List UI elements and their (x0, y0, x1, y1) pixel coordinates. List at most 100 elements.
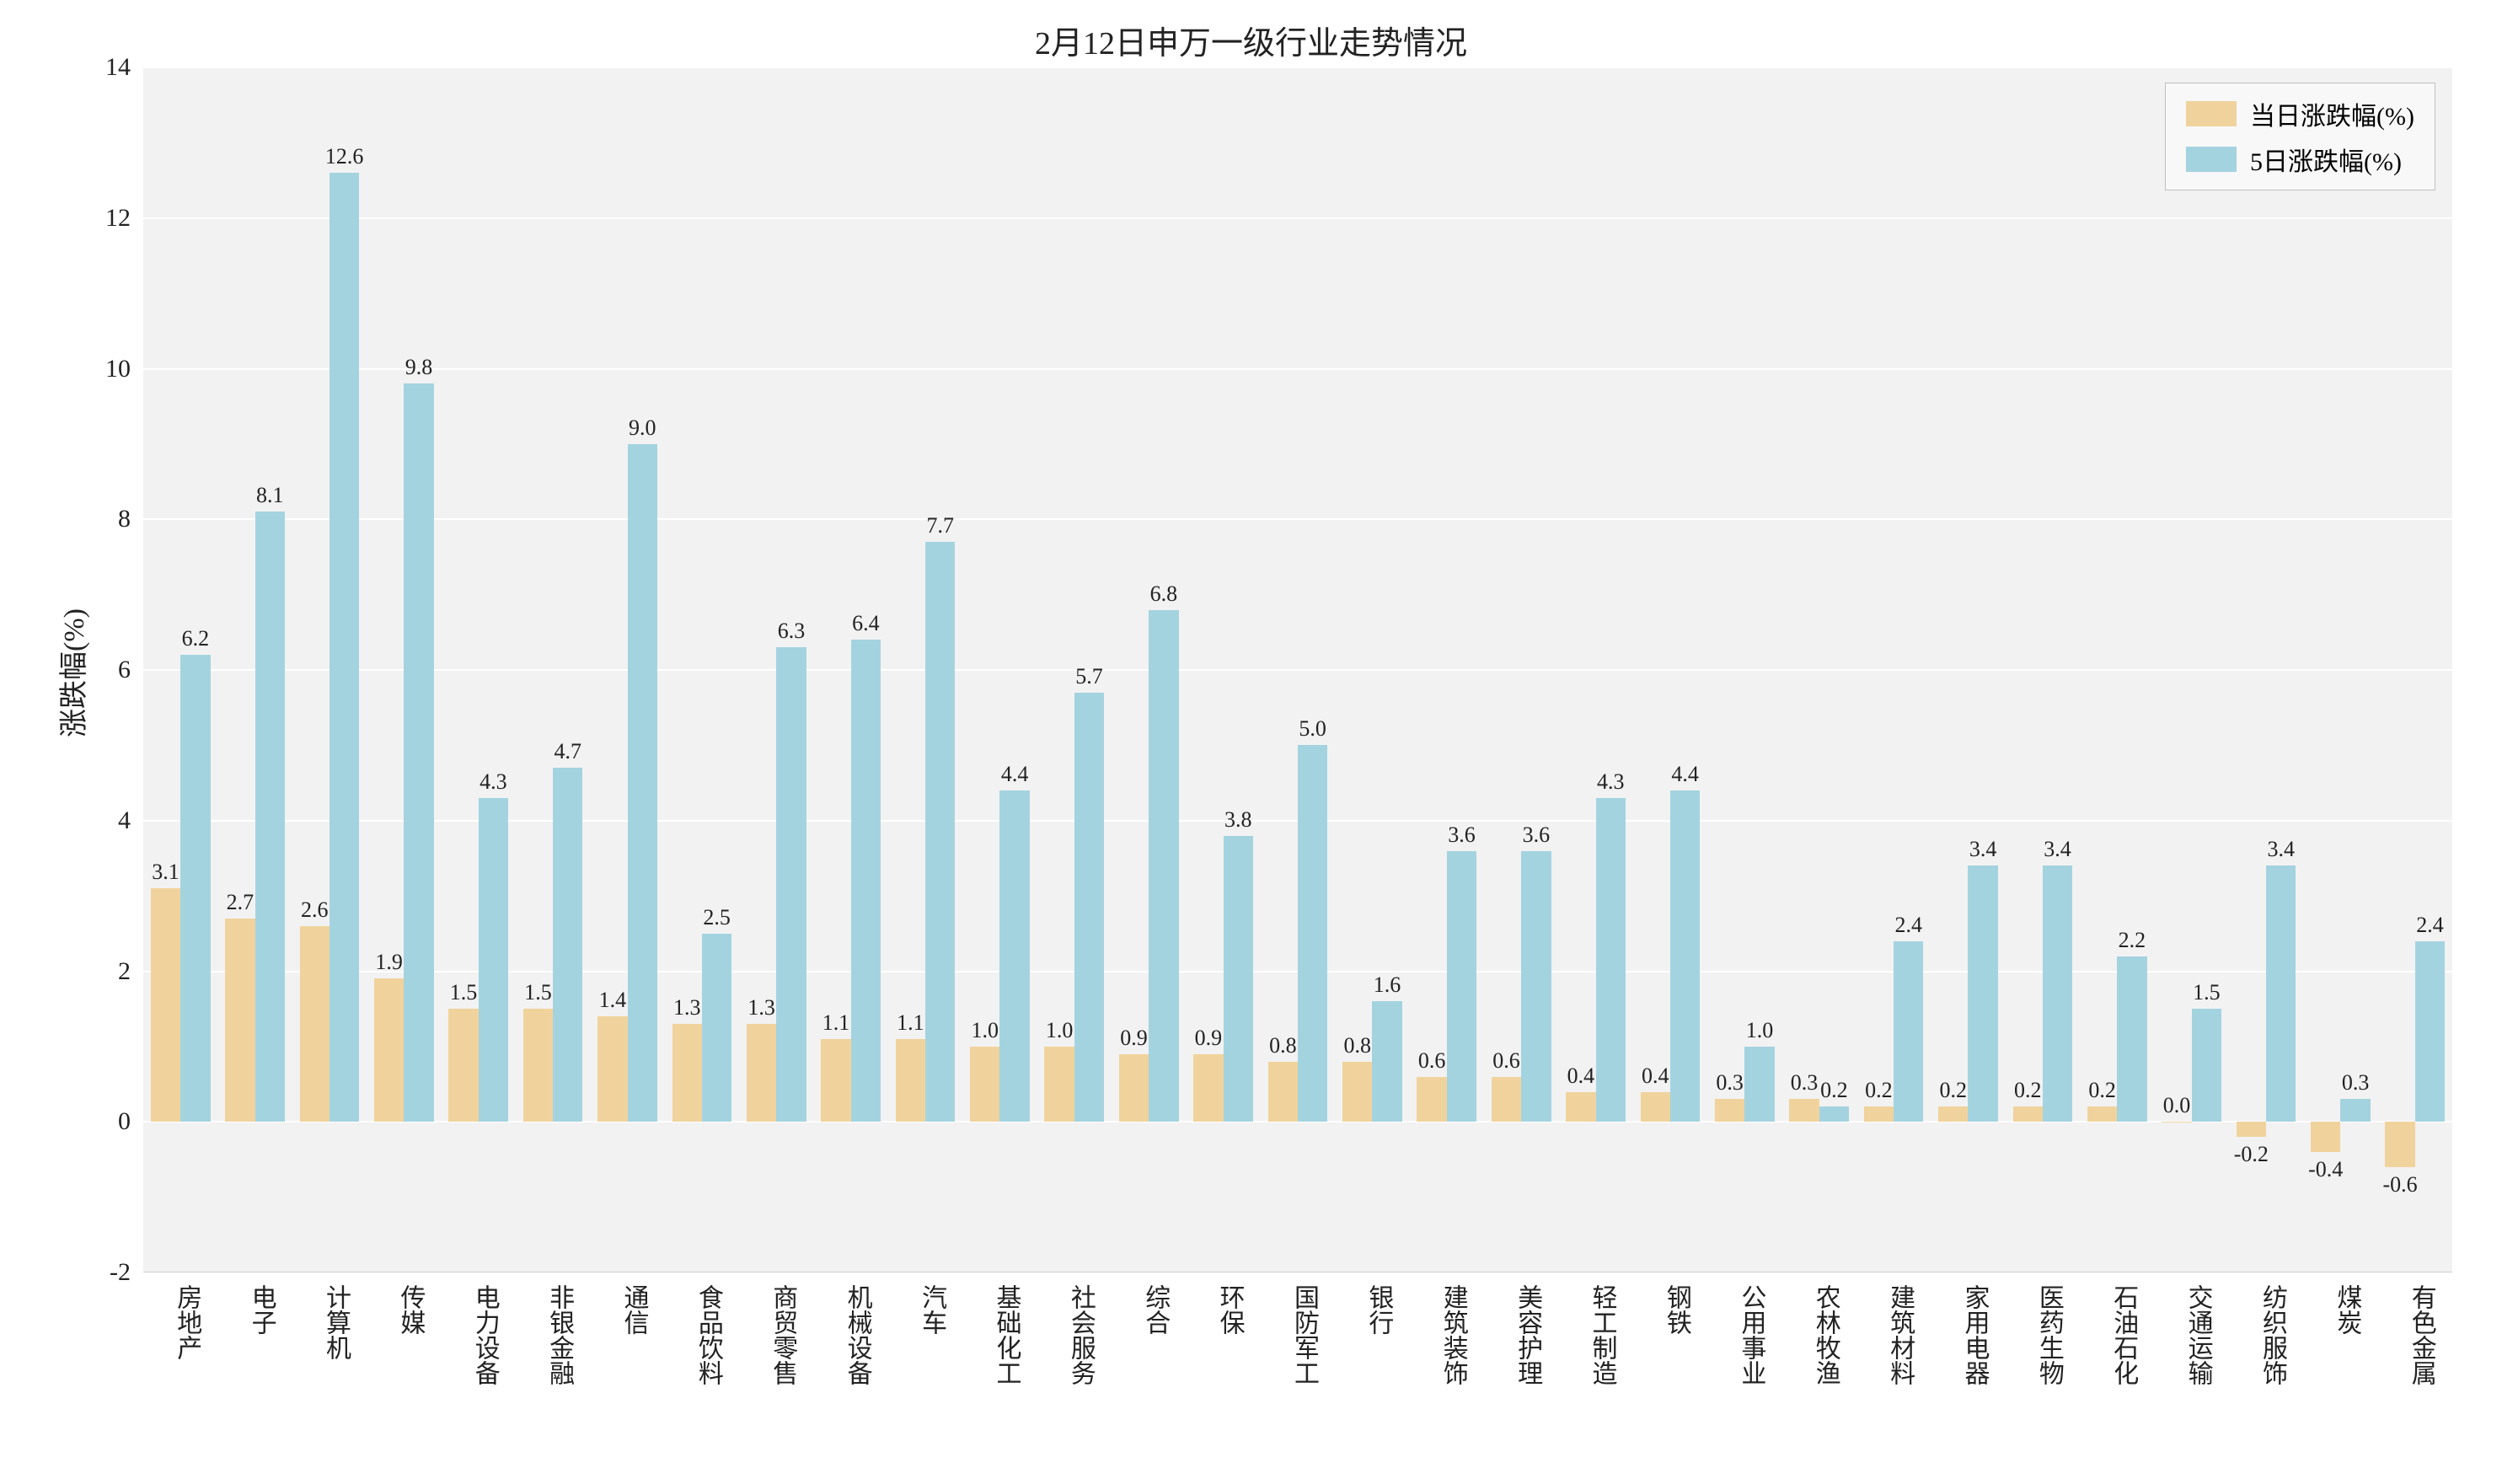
bar-value-label: 7.7 (913, 513, 967, 538)
bar-daily (896, 1039, 925, 1122)
bar-value-label: -0.6 (2372, 1172, 2427, 1197)
x-tick-label: 电力设备 (466, 1284, 503, 1385)
bar-5day (1968, 865, 1997, 1122)
y-tick-label: 6 (84, 656, 131, 684)
x-tick-label: 基础化工 (987, 1284, 1024, 1385)
bar-daily (2311, 1122, 2340, 1152)
bar-value-label: 8.1 (243, 483, 297, 508)
y-tick-label: 2 (84, 957, 131, 986)
bar-value-label: 2.5 (689, 905, 744, 930)
legend-item-daily: 当日涨跌幅(%) (2186, 95, 2414, 132)
bar-5day (1372, 1001, 1401, 1122)
bar-daily (2087, 1106, 2117, 1122)
bar-5day (255, 512, 285, 1122)
bar-value-label: 3.4 (1955, 837, 2010, 862)
bar-daily (597, 1016, 627, 1122)
bar-5day (329, 173, 359, 1122)
bar-value-label: 2.2 (2104, 928, 2159, 953)
bar-5day (1224, 836, 1253, 1122)
bar-value-label: 5.0 (1285, 716, 1340, 742)
bar-value-label: 1.5 (2179, 980, 2234, 1005)
bar-value-label: 2.4 (2403, 913, 2457, 938)
bar-value-label: 3.8 (1211, 807, 1266, 833)
bar-value-label: 6.3 (763, 619, 818, 644)
bar-5day (1670, 790, 1700, 1122)
legend: 当日涨跌幅(%) 5日涨跌幅(%) (2165, 83, 2435, 190)
bar-5day (180, 655, 210, 1122)
chart-container: 2月12日申万一级行业走势情况 3.16.22.78.12.612.61.99.… (0, 0, 2502, 1484)
x-tick-label: 国防军工 (1285, 1284, 1322, 1385)
legend-label-5day: 5日涨跌幅(%) (2250, 141, 2402, 178)
x-tick-label: 计算机 (317, 1284, 354, 1360)
bar-daily (448, 1009, 478, 1122)
bar-daily (672, 1024, 702, 1122)
bar-daily (1864, 1106, 1894, 1122)
gridline (143, 368, 2452, 370)
bar-value-label: 0.3 (2328, 1070, 2382, 1096)
gridline (143, 669, 2452, 671)
bar-value-label: 9.8 (391, 355, 446, 380)
bar-value-label: 12.6 (317, 144, 372, 169)
bar-value-label: 4.3 (466, 769, 521, 795)
legend-label-daily: 当日涨跌幅(%) (2250, 95, 2414, 132)
bar-5day (1074, 693, 1104, 1122)
bar-5day (1521, 851, 1551, 1122)
bar-5day (2415, 941, 2445, 1122)
x-tick-label: 社会服务 (1062, 1284, 1099, 1385)
x-tick-label: 综合 (1136, 1284, 1173, 1335)
x-tick-label: 建筑材料 (1881, 1284, 1918, 1385)
bar-5day (999, 790, 1029, 1122)
x-tick-label: 银行 (1359, 1284, 1396, 1335)
legend-swatch-5day (2186, 147, 2237, 172)
x-tick-label: 有色金属 (2403, 1284, 2440, 1385)
chart-title: 2月12日申万一级行业走势情况 (0, 17, 2502, 63)
bar-value-label: 2.4 (1881, 913, 1936, 938)
bar-daily (1044, 1047, 1074, 1122)
bar-5day (2340, 1099, 2370, 1122)
bar-value-label: 4.7 (540, 739, 595, 764)
bar-5day (1744, 1047, 1774, 1122)
bar-daily (1641, 1092, 1670, 1122)
x-tick-label: 传媒 (391, 1284, 428, 1335)
bar-daily (2385, 1122, 2414, 1167)
x-tick-label: 商贸零售 (763, 1284, 801, 1385)
bar-daily (1342, 1062, 1372, 1122)
bar-daily (1566, 1092, 1595, 1122)
x-tick-label: 农林牧渔 (1807, 1284, 1844, 1385)
bar-5day (1447, 851, 1476, 1122)
y-tick-label: 4 (84, 806, 131, 835)
y-tick-label: 14 (84, 53, 131, 82)
bar-value-label: -0.4 (2298, 1157, 2353, 1182)
bar-5day (925, 542, 955, 1122)
plot-area: 3.16.22.78.12.612.61.99.81.54.31.54.71.4… (143, 67, 2452, 1272)
y-tick-label: 10 (84, 355, 131, 383)
bar-5day (1298, 745, 1327, 1122)
bar-value-label: 9.0 (615, 415, 670, 441)
bar-5day (553, 768, 582, 1122)
bar-5day (2043, 865, 2072, 1122)
bar-value-label: 3.6 (1434, 822, 1489, 848)
gridline (143, 217, 2452, 219)
bar-5day (702, 934, 731, 1122)
legend-item-5day: 5日涨跌幅(%) (2186, 141, 2414, 178)
bar-5day (2266, 865, 2296, 1122)
x-tick-label: 非银金融 (540, 1284, 577, 1385)
x-tick-label: 石油石化 (2104, 1284, 2141, 1385)
bar-value-label: 6.2 (168, 626, 222, 651)
bar-value-label: 6.4 (838, 611, 893, 636)
bar-daily (747, 1024, 776, 1122)
bar-5day (1149, 610, 1178, 1122)
bar-daily (2013, 1106, 2043, 1122)
y-tick-label: -2 (84, 1258, 131, 1287)
y-tick-label: 8 (84, 505, 131, 533)
x-tick-label: 交通运输 (2179, 1284, 2216, 1385)
x-tick-label: 通信 (615, 1284, 652, 1335)
bar-daily (1938, 1106, 1968, 1122)
bar-daily (970, 1047, 999, 1122)
bar-value-label: 5.7 (1062, 664, 1117, 689)
bar-daily (821, 1039, 850, 1122)
bar-daily (300, 926, 329, 1122)
bar-daily (2237, 1122, 2266, 1137)
x-tick-label: 汽车 (913, 1284, 950, 1335)
bar-value-label: 6.8 (1136, 581, 1191, 607)
